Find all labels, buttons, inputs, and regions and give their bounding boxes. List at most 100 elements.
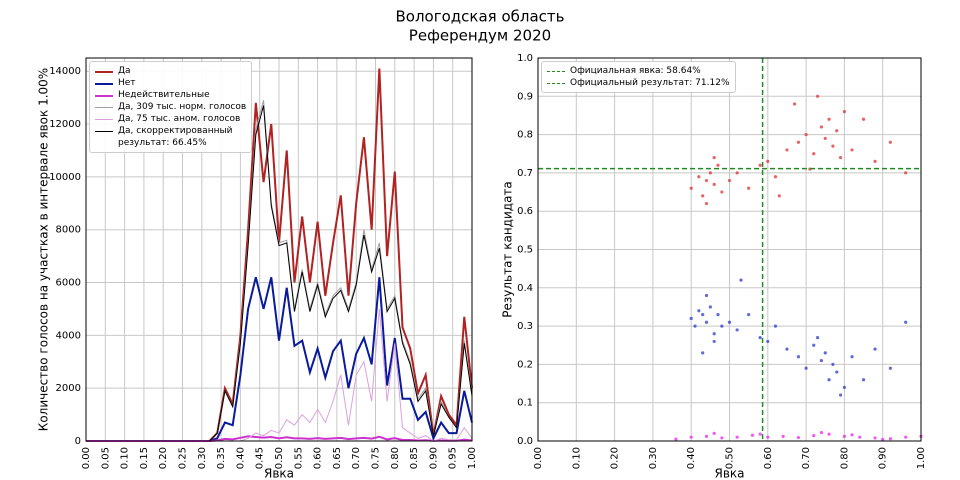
y-tick-label: 2000 — [56, 383, 81, 394]
legend-swatch — [95, 71, 113, 73]
x-tick-label: 0.60 — [763, 447, 774, 469]
x-tick-label: 0.35 — [216, 447, 227, 469]
scatter-point — [819, 125, 824, 129]
scatter-point — [815, 94, 820, 98]
scatter-point — [727, 178, 732, 183]
scatter-point — [796, 140, 801, 144]
y-tick-label: 4000 — [56, 330, 81, 341]
scatter-point — [712, 431, 716, 435]
scatter-point — [720, 324, 724, 328]
scatter-point — [716, 163, 720, 167]
chart-title: Вологодская область — [396, 8, 565, 26]
scatter-point — [812, 152, 816, 156]
y-tick-label: 0.6 — [517, 206, 533, 217]
chart-title: Референдум 2020 — [409, 27, 551, 45]
scatter-point — [850, 355, 854, 359]
y-tick-label: 0.4 — [517, 283, 533, 294]
scatter-point — [716, 313, 720, 317]
line — [86, 308, 473, 442]
x-tick-label: 0.30 — [197, 447, 208, 469]
scatter-point — [689, 186, 693, 190]
x-tick-label: 0.15 — [139, 447, 150, 469]
scatter-point — [735, 171, 739, 175]
y-tick-label: 0.0 — [517, 436, 533, 447]
scatter-point — [720, 436, 724, 440]
x-tick-label: 0.20 — [610, 447, 621, 469]
legend-swatch — [95, 83, 113, 85]
legend-label: Нет — [118, 78, 136, 88]
x-tick-label: 0.40 — [235, 447, 246, 469]
scatter-point — [904, 435, 908, 439]
y-tick-label: 14000 — [49, 66, 81, 77]
scatter-point — [747, 186, 751, 190]
legend-label: Да — [118, 66, 131, 76]
legend-item: Официальная явка: 58.64% — [547, 65, 730, 77]
legend-item: Да, скорректированный результат: 66.45% — [95, 125, 246, 149]
scatter-point — [873, 436, 877, 440]
scatter-point — [861, 378, 866, 382]
scatter-point — [697, 309, 701, 313]
legend-swatch — [547, 71, 565, 72]
scatter-point — [704, 201, 709, 206]
y-tick-label: 0.8 — [517, 130, 533, 141]
x-tick-label: 0.10 — [571, 447, 582, 469]
scatter-point — [842, 385, 847, 389]
scatter-point — [815, 335, 820, 340]
line — [86, 276, 473, 442]
legend-label: Недействительные — [118, 90, 210, 100]
x-tick-label: 0.95 — [448, 447, 459, 469]
scatter-point — [888, 437, 892, 441]
scatter-point — [708, 305, 712, 309]
scatter-point — [785, 347, 789, 351]
scatter-point — [720, 190, 724, 194]
legend-label: Да, 309 тыс. норм. голосов — [118, 102, 247, 112]
scatter-point — [712, 182, 716, 186]
y-tick-label: 8000 — [56, 225, 81, 236]
scatter-point — [766, 435, 770, 439]
legend-item: Недействительные — [95, 89, 246, 101]
y-tick-label: 0.2 — [517, 359, 533, 370]
scatter-point — [773, 324, 778, 328]
scatter-point — [758, 335, 762, 340]
y-tick-label: 0.5 — [517, 245, 533, 256]
legend-item: Да — [95, 65, 246, 77]
scatter-point — [888, 140, 892, 144]
scatter-point — [873, 347, 877, 351]
scatter-point — [793, 102, 797, 106]
line — [86, 435, 473, 442]
scatter-point — [835, 129, 839, 133]
scatter-point — [747, 313, 751, 317]
x-tick-label: 1.00 — [467, 447, 478, 469]
scatter-point — [861, 117, 866, 121]
scatter-point — [781, 434, 785, 439]
scatter-point — [735, 435, 739, 439]
x-tick-label: 0.45 — [255, 447, 266, 469]
scatter-point — [823, 136, 827, 141]
scatter-point — [827, 378, 831, 382]
x-tick-label: 0.55 — [293, 447, 304, 469]
x-tick-label: 0.80 — [390, 447, 401, 469]
legend-swatch — [95, 107, 113, 108]
y-tick-label: 1.0 — [517, 53, 533, 64]
scatter-point — [704, 293, 709, 298]
scatter-point — [858, 435, 862, 439]
scatter-point — [750, 433, 755, 437]
x-tick-label: 0.40 — [686, 447, 697, 469]
x-tick-label: 0.90 — [428, 447, 439, 469]
legend-item: Да, 309 тыс. норм. голосов — [95, 101, 246, 113]
x-tick-label: 0.70 — [801, 447, 812, 469]
scatter-point — [831, 144, 835, 148]
legend-swatch — [95, 119, 113, 120]
scatter-point — [701, 313, 705, 317]
scatter-point — [693, 324, 697, 328]
scatter-point — [842, 110, 847, 114]
x-tick-label: 0.00 — [81, 447, 92, 469]
scatter-point — [704, 434, 709, 439]
x-axis-label: Явка — [264, 467, 294, 480]
x-tick-label: 0.50 — [274, 447, 285, 469]
legend-item: Нет — [95, 77, 246, 89]
scatter-point — [697, 175, 701, 179]
x-tick-label: 0.05 — [100, 447, 111, 469]
scatter-point — [735, 328, 739, 332]
